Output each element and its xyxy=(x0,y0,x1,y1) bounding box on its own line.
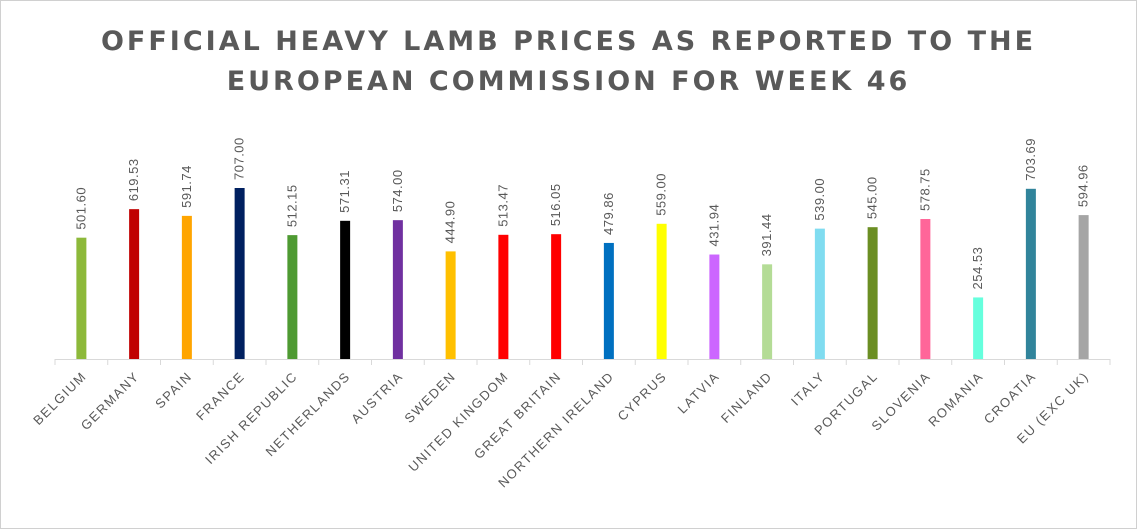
value-label: 254.53 xyxy=(970,247,985,290)
bar-france xyxy=(234,188,245,359)
value-label: 703.69 xyxy=(1023,138,1038,181)
value-label: 501.60 xyxy=(73,187,88,230)
bar-belgium xyxy=(76,237,87,359)
value-label: 545.00 xyxy=(865,176,880,219)
category-label: AUSTRIA xyxy=(348,369,406,427)
value-label: 539.00 xyxy=(812,178,827,221)
bar-romania xyxy=(973,297,984,359)
x-axis-ticks xyxy=(54,359,1111,365)
bar-sweden xyxy=(445,251,456,359)
bar-italy xyxy=(814,228,825,359)
value-label: 444.90 xyxy=(443,201,458,244)
value-label: 578.75 xyxy=(917,168,932,211)
value-label: 574.00 xyxy=(390,169,405,212)
value-label: 594.96 xyxy=(1076,164,1091,207)
bar-netherlands xyxy=(340,220,351,359)
value-label: 431.94 xyxy=(706,204,721,247)
category-label: IRISH REPUBLIC xyxy=(202,369,301,468)
value-label: 513.47 xyxy=(495,184,510,227)
category-label: LATVIA xyxy=(675,369,723,417)
chart-title: OFFICIAL HEAVY LAMB PRICES AS REPORTED T… xyxy=(0,22,1137,102)
value-label: 559.00 xyxy=(654,173,669,216)
bar-spain xyxy=(181,215,192,359)
value-label: 391.44 xyxy=(759,214,774,257)
category-label: CROATIA xyxy=(981,369,1039,427)
bar-finland xyxy=(762,264,773,359)
bar-cyprus xyxy=(656,223,667,359)
category-label: CYPRUS xyxy=(614,369,669,424)
chart-title-line-2: EUROPEAN COMMISSION FOR WEEK 46 xyxy=(226,66,911,97)
category-label: FINLAND xyxy=(718,369,775,426)
value-label: 571.31 xyxy=(337,170,352,213)
category-label: GREAT BRITAIN xyxy=(471,369,564,462)
value-label: 591.74 xyxy=(179,165,194,208)
category-label: SWEDEN xyxy=(401,369,458,426)
value-label: 512.15 xyxy=(284,184,299,227)
value-labels: 501.60 619.53 591.74 707.00 512.15 571.31 574.… xyxy=(73,137,1090,289)
category-label: ITALY xyxy=(788,369,828,409)
bars xyxy=(76,188,1089,359)
category-label: FRANCE xyxy=(193,369,248,424)
value-label: 479.86 xyxy=(601,192,616,235)
bar-portugal xyxy=(867,227,878,359)
bar-great-britain xyxy=(551,234,562,359)
bar-eu-exc-uk xyxy=(1078,215,1089,359)
bar-united-kingdom xyxy=(498,234,509,359)
category-label: ROMANIA xyxy=(925,369,986,430)
value-label: 516.05 xyxy=(548,183,563,226)
chart-title-line-1: OFFICIAL HEAVY LAMB PRICES AS REPORTED T… xyxy=(100,26,1037,57)
category-label: UNITED KINGDOM xyxy=(405,369,511,475)
bar-austria xyxy=(392,220,403,359)
value-label: 619.53 xyxy=(126,158,141,201)
value-label: 707.00 xyxy=(232,137,247,180)
bar-northern-ireland xyxy=(603,242,614,359)
bar-irish-republic xyxy=(287,235,298,359)
category-label: SPAIN xyxy=(152,369,195,412)
bar-latvia xyxy=(709,254,720,359)
bar-germany xyxy=(129,209,140,359)
bar-slovenia xyxy=(920,219,931,359)
bar-croatia xyxy=(1025,188,1036,359)
